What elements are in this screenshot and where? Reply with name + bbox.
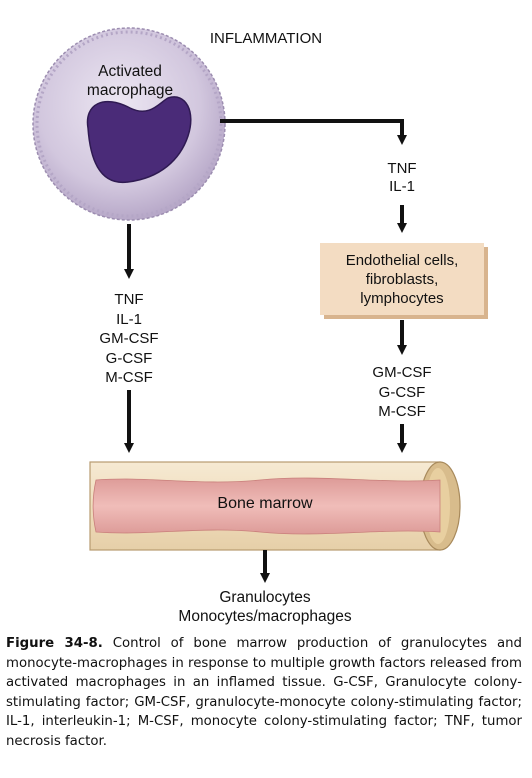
macrophage-nucleus (86, 96, 192, 183)
factor-gmcsf-left: GM-CSF (99, 330, 159, 347)
factor-gmcsf-right: GM-CSF (372, 364, 432, 381)
factor-mcsf-left: M-CSF (105, 369, 153, 386)
bone-shaft (89, 461, 461, 551)
caption-text: Control of bone marrow production of gra… (6, 636, 522, 749)
endothelial-line-3: lymphocytes (360, 289, 444, 307)
factor-mcsf-right: M-CSF (378, 403, 426, 420)
macrophage-label-line-2: macrophage (86, 82, 174, 99)
arrow-macrophage-to-right (220, 119, 407, 145)
figure-label: Figure 34-8. (6, 636, 103, 651)
output-cells: Granulocytes Monocytes/macrophages (150, 588, 380, 626)
macrophage-label: Activated macrophage (70, 62, 190, 100)
macrophage-label-line-1: Activated (98, 63, 162, 80)
factor-tnf-right: TNF (387, 160, 417, 177)
factor-il1-left: IL-1 (116, 310, 142, 328)
factor-tnf-left: TNF (114, 291, 144, 308)
output-monocytes: Monocytes/macrophages (178, 608, 352, 625)
factor-il1-right: IL-1 (389, 178, 415, 195)
output-granulocytes: Granulocytes (219, 589, 311, 606)
factor-gcsf-left: G-CSF (105, 349, 153, 367)
right-lower-factors: GM-CSF G-CSF M-CSF (357, 363, 447, 422)
macrophage-cell (32, 27, 226, 221)
figure-caption: Figure 34-8. Control of bone marrow prod… (6, 634, 522, 751)
right-path-factors: TNF IL-1 (362, 160, 442, 196)
bone-marrow-label: Bone marrow (217, 495, 313, 512)
endothelial-line-2: fibroblasts, (365, 270, 439, 288)
diagram-title: INFLAMMATION (209, 30, 323, 47)
bone-marrow-core (92, 477, 441, 535)
endothelial-box: Endothelial cells, fibroblasts, lymphocy… (320, 243, 484, 315)
left-path-factors: TNF IL-1 GM-CSF G-CSF M-CSF (84, 290, 174, 388)
factor-gcsf-right: G-CSF (378, 383, 426, 401)
endothelial-line-1: Endothelial cells, (345, 251, 459, 269)
